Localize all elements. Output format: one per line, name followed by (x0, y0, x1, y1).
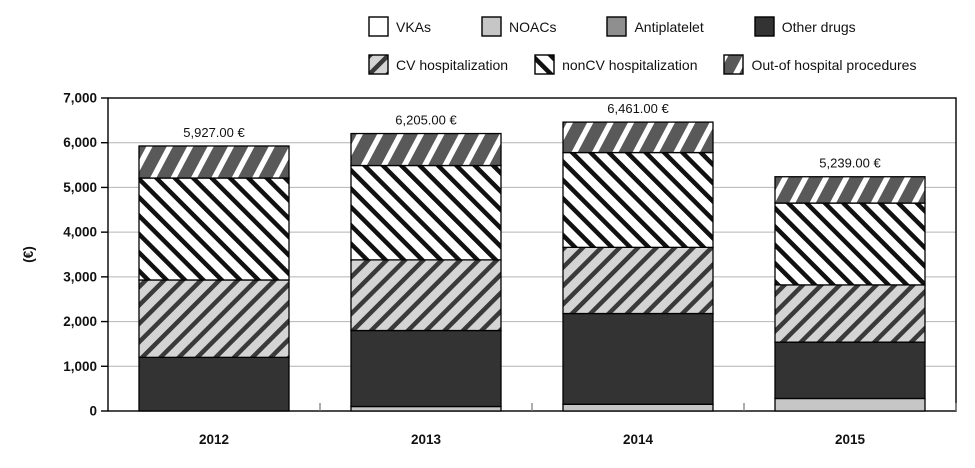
y-tick-label-7000: 7,000 (63, 91, 97, 106)
legend-label-vkas: VKAs (396, 18, 432, 35)
y-tick-label-3000: 3,000 (63, 269, 97, 284)
total-label-2015: 5,239.00 € (819, 156, 881, 171)
bar-segment-2014-other-drugs (562, 312, 714, 405)
bar-segment-2013-out-of-hospital-procedures (350, 132, 502, 167)
bar-segment-2014-out-of-hospital-procedures (562, 121, 714, 154)
bar-segment-2014-noacs (562, 403, 714, 412)
legend-swatch-vkas-icon (368, 16, 389, 37)
bar-segment-2012-noncv-hospitalization (138, 177, 290, 281)
bar-segment-2012-out-of-hospital-procedures (138, 145, 290, 179)
bar-segment-2012-other-drugs (138, 356, 290, 412)
legend-swatch-cv-hospitalization-icon (368, 54, 389, 75)
bar-segment-2013-noncv-hospitalization (350, 164, 502, 261)
bar-segment-2014-noncv-hospitalization (562, 151, 714, 248)
x-label-2014: 2014 (623, 432, 654, 447)
legend-item-antiplatelet: Antiplatelet (606, 16, 704, 37)
legend-row-hospitalization: CV hospitalization nonCV hospitalization O… (368, 54, 968, 75)
legend-item-other-drugs: Other drugs (754, 16, 856, 37)
legend-swatch-antiplatelet-icon (606, 16, 628, 37)
y-tick-label-4000: 4,000 (63, 225, 97, 240)
bar-segment-2012-cv-hospitalization (138, 279, 290, 358)
legend-item-cv-hospitalization: CV hospitalization (368, 54, 508, 75)
chart-legend: VKAs NOACs Antiplatelet Other drugs CV hosp… (368, 16, 968, 75)
legend-swatch-other-drugs-icon (754, 16, 775, 37)
total-label-2013: 6,205.00 € (395, 113, 457, 128)
y-tick-label-6000: 6,000 (63, 135, 97, 150)
legend-row-drugs: VKAs NOACs Antiplatelet Other drugs (368, 16, 968, 37)
legend-swatch-noacs-icon (481, 16, 502, 37)
x-label-2013: 2013 (411, 432, 442, 447)
legend-label-antiplatelet: Antiplatelet (634, 18, 704, 35)
bar-group-2012 (138, 145, 290, 412)
bar-segment-2013-other-drugs (350, 329, 502, 408)
bar-segment-2015-noncv-hospitalization (774, 202, 926, 286)
bar-group-2014 (562, 121, 714, 412)
legend-item-vkas: VKAs (368, 16, 431, 37)
bar-segment-2015-noacs (774, 397, 926, 412)
legend-swatch-noncv-hospitalization-icon (534, 54, 555, 75)
y-tick-label-5000: 5,000 (63, 180, 97, 195)
bar-segment-2015-cv-hospitalization (774, 284, 926, 343)
bar-group-2013 (350, 132, 502, 412)
x-label-2015: 2015 (835, 432, 866, 447)
bar-group-2015 (774, 176, 926, 412)
y-tick-label-0: 0 (89, 404, 97, 419)
legend-label-out-of-hospital-procedures: Out-of hospital procedures (751, 56, 917, 73)
bar-segment-2015-other-drugs (774, 341, 926, 400)
x-label-2012: 2012 (199, 432, 229, 447)
y-axis-title: (€) (21, 246, 36, 263)
legend-item-out-of-hospital-procedures: Out-of hospital procedures (723, 54, 916, 75)
bar-segment-2014-cv-hospitalization (562, 246, 714, 315)
legend-label-noncv-hospitalization: nonCV hospitalization (562, 56, 698, 73)
bar-segment-2013-cv-hospitalization (350, 259, 502, 332)
bar-segment-2015-out-of-hospital-procedures (774, 176, 926, 204)
y-tick-label-2000: 2,000 (63, 314, 97, 329)
total-label-2014: 6,461.00 € (607, 101, 669, 116)
legend-item-noacs: NOACs (481, 16, 556, 37)
legend-item-noncv-hospitalization: nonCV hospitalization (534, 54, 697, 75)
legend-swatch-out-of-hospital-procedures-icon (723, 54, 745, 75)
legend-label-other-drugs: Other drugs (781, 18, 856, 35)
bar-segment-2013-noacs (350, 405, 502, 412)
legend-label-cv-hospitalization: CV hospitalization (396, 56, 509, 73)
y-tick-label-1000: 1,000 (63, 359, 97, 374)
total-label-2012: 5,927.00 € (183, 125, 245, 140)
legend-label-noacs: NOACs (509, 18, 557, 35)
